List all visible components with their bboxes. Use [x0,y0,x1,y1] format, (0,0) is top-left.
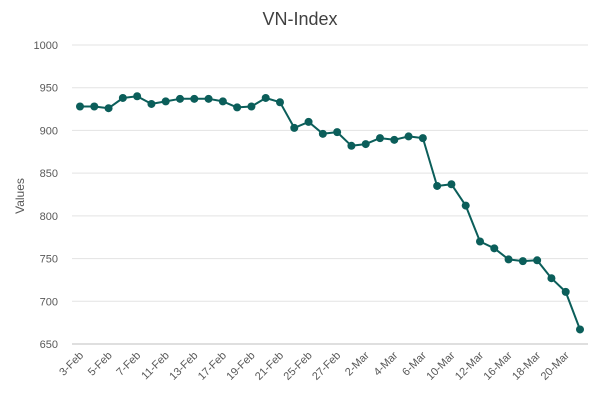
chart-title: VN-Index [262,9,337,29]
x-tick-label: 12-Mar [453,349,486,382]
x-tick-label: 2-Mar [343,349,372,378]
gridlines [72,44,588,345]
y-tick-label: 850 [40,168,58,180]
y-tick-label: 750 [40,254,58,266]
data-point [247,102,256,111]
x-tick-label: 3-Feb [57,350,86,379]
data-point [318,129,327,138]
x-tick-label: 20-Mar [539,349,572,382]
data-point [204,94,213,103]
data-point [333,128,342,137]
data-point [176,94,184,103]
data-point [404,132,413,141]
x-axis-ticks: 3-Feb 5-Feb 7-Feb11-Feb13-Feb17-Feb19-Feb2… [57,349,572,382]
x-tick-label: 16-Mar [482,349,515,382]
y-tick-label: 1000 [34,40,58,52]
data-point [118,93,127,102]
data-point [490,244,499,253]
x-tick-label: 17-Feb [196,350,229,383]
data-point [347,141,356,150]
data-point [218,97,227,106]
x-tick-label: 25-Feb [282,350,315,383]
data-point [461,201,470,210]
data-point [304,117,313,126]
data-point [147,99,156,108]
data-point [561,287,570,296]
data-point [476,237,484,246]
y-tick-label: 900 [40,125,58,137]
data-point [161,97,170,106]
series-line [80,95,581,330]
y-axis-ticks: 650 700 750 800 850 900 950 1000 [34,40,58,351]
x-tick-label: 18-Mar [510,349,543,382]
data-point [90,102,99,111]
y-tick-label: 700 [40,296,58,308]
x-tick-label: 11-Feb [139,350,172,383]
x-tick-label: 4-Mar [372,349,401,378]
data-point [447,180,456,189]
data-point [261,93,270,102]
data-point [504,255,513,264]
data-point [533,256,542,265]
data-point [376,134,384,143]
x-tick-label: 19-Feb [224,350,257,383]
data-point [433,181,442,190]
data-point [233,103,242,112]
data-point [547,274,556,283]
data-point [290,123,299,132]
data-point [576,325,584,334]
y-tick-label: 800 [40,211,58,223]
data-point [390,135,399,144]
data-point [518,257,527,266]
data-point [361,140,370,149]
y-tick-label: 950 [40,83,58,95]
data-point [104,104,113,113]
x-tick-label: 5-Feb [86,350,115,379]
data-point [276,98,284,107]
x-tick-label: 10-Mar [424,349,457,382]
data-point [133,92,142,101]
series-vn-index [76,92,584,334]
x-tick-label: 21-Feb [253,350,286,383]
data-point [76,102,84,111]
y-tick-label: 650 [40,339,58,351]
data-point [190,94,199,103]
data-point [418,134,427,143]
x-tick-label: 13-Feb [167,350,200,383]
y-axis-label: Values [13,178,27,214]
x-tick-label: 27-Feb [310,350,343,383]
